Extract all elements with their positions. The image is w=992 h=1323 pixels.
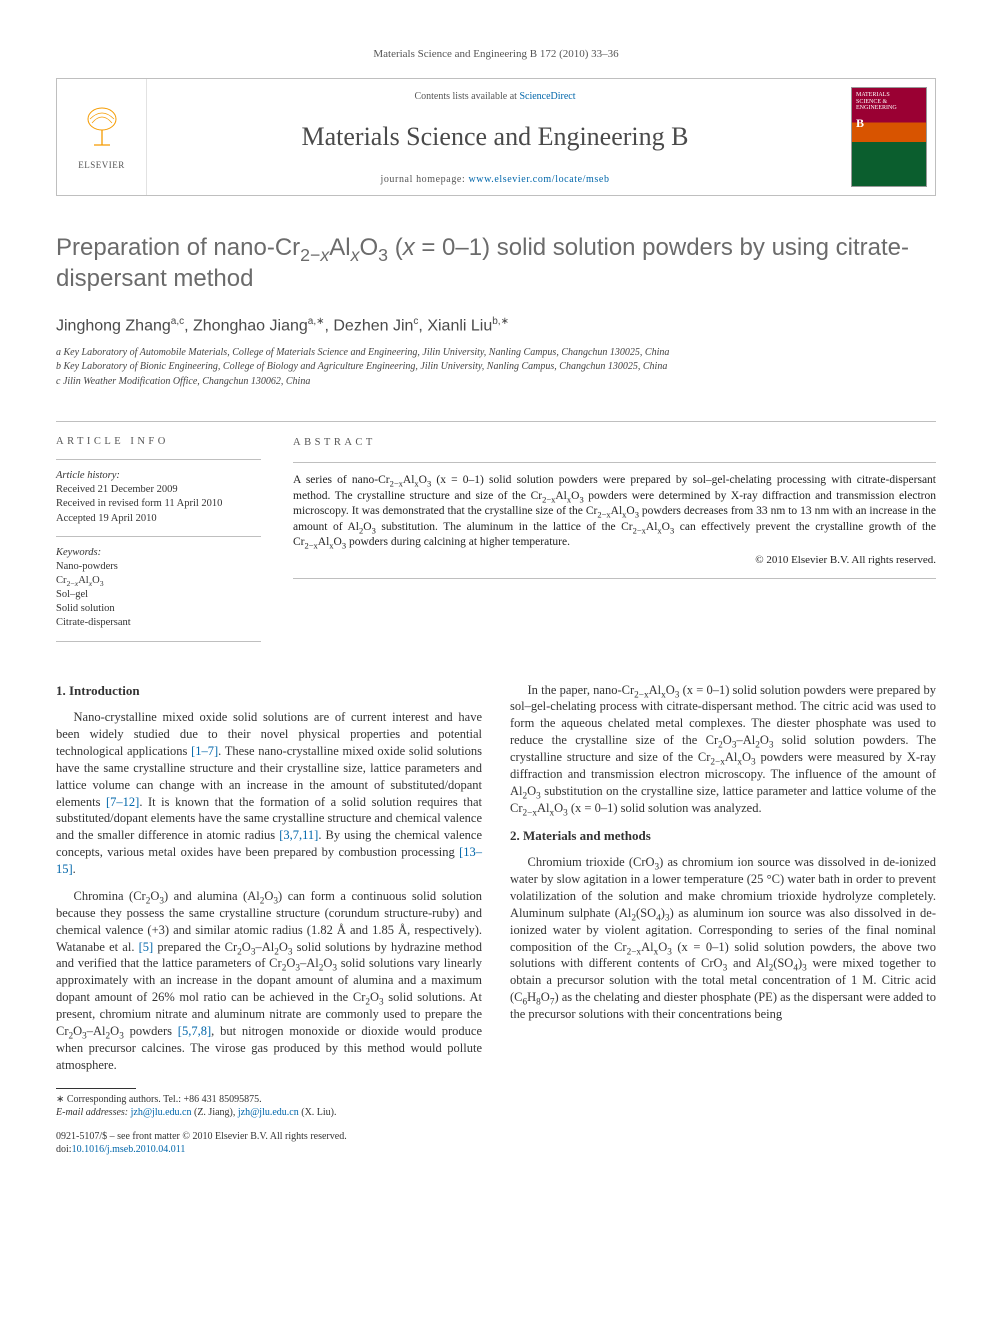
- running-head: Materials Science and Engineering B 172 …: [56, 48, 936, 60]
- journal-masthead: ELSEVIER Contents lists available at Sci…: [56, 78, 936, 196]
- keyword: Nano-powders: [56, 560, 261, 574]
- elsevier-tree-icon: [80, 105, 124, 156]
- masthead-center: Contents lists available at ScienceDirec…: [147, 79, 843, 195]
- body-paragraph: Chromium trioxide (CrO3) as chromium ion…: [510, 854, 936, 1023]
- journal-cover-thumb: [851, 87, 927, 187]
- history-accepted: Accepted 19 April 2010: [56, 512, 261, 526]
- email-label: E-mail addresses:: [56, 1107, 128, 1118]
- author-list: Jinghong Zhanga,c, Zhonghao Jianga,∗, De…: [56, 316, 936, 335]
- keyword: Sol–gel: [56, 588, 261, 602]
- body-two-column: 1. Introduction Nano-crystalline mixed o…: [56, 682, 936, 1157]
- affiliation-a: a Key Laboratory of Automobile Materials…: [56, 346, 936, 361]
- history-revised: Received in revised form 11 April 2010: [56, 497, 261, 511]
- divider: [293, 462, 936, 463]
- body-paragraph: Chromina (Cr2O3) and alumina (Al2O3) can…: [56, 888, 482, 1074]
- abstract-head: ABSTRACT: [293, 436, 936, 450]
- article-title: Preparation of nano-Cr2−xAlxO3 (x = 0–1)…: [56, 232, 936, 294]
- article-info-head: ARTICLE INFO: [56, 436, 261, 447]
- divider: [56, 421, 936, 422]
- email-addresses: jzh@jlu.edu.cn (Z. Jiang), jzh@jlu.edu.c…: [131, 1107, 337, 1118]
- publisher-name: ELSEVIER: [78, 160, 125, 170]
- affiliation-b: b Key Laboratory of Bionic Engineering, …: [56, 360, 936, 375]
- section-2-head: 2. Materials and methods: [510, 827, 936, 845]
- journal-name: Materials Science and Engineering B: [157, 104, 833, 172]
- journal-homepage-link[interactable]: www.elsevier.com/locate/mseb: [468, 174, 609, 185]
- divider: [56, 536, 261, 537]
- keywords-list: Nano-powders Cr2−xAlxO3 Sol–gel Solid so…: [56, 560, 261, 631]
- body-paragraph: In the paper, nano-Cr2−xAlxO3 (x = 0–1) …: [510, 682, 936, 817]
- affiliations: a Key Laboratory of Automobile Materials…: [56, 346, 936, 404]
- keyword: Solid solution: [56, 602, 261, 616]
- doi-prefix: doi:: [56, 1144, 72, 1155]
- divider: [293, 578, 936, 579]
- contents-available-line: Contents lists available at ScienceDirec…: [157, 91, 833, 102]
- body-paragraph: Nano-crystalline mixed oxide solid solut…: [56, 709, 482, 878]
- history-label: Article history:: [56, 470, 261, 481]
- divider: [56, 641, 261, 642]
- sciencedirect-link[interactable]: ScienceDirect: [519, 91, 575, 102]
- homepage-prefix: journal homepage:: [380, 174, 468, 185]
- history-received: Received 21 December 2009: [56, 483, 261, 497]
- footnote-rule: [56, 1088, 136, 1089]
- abstract-column: ABSTRACT A series of nano-Cr2−xAlxO3 (x …: [293, 436, 936, 651]
- bottom-meta: 0921-5107/$ – see front matter © 2010 El…: [56, 1130, 482, 1157]
- page-root: Materials Science and Engineering B 172 …: [0, 0, 992, 1197]
- doi-line: doi:10.1016/j.mseb.2010.04.011: [56, 1143, 482, 1157]
- section-1-head: 1. Introduction: [56, 682, 482, 700]
- publisher-logo-block: ELSEVIER: [57, 79, 147, 195]
- email-line: E-mail addresses: jzh@jlu.edu.cn (Z. Jia…: [56, 1106, 482, 1120]
- keyword: Citrate-dispersant: [56, 616, 261, 630]
- corresponding-author-note: ∗ Corresponding authors. Tel.: +86 431 8…: [56, 1093, 482, 1107]
- doi-link[interactable]: 10.1016/j.mseb.2010.04.011: [72, 1144, 186, 1155]
- journal-homepage-line: journal homepage: www.elsevier.com/locat…: [157, 174, 833, 185]
- journal-cover-block: [843, 79, 935, 195]
- affiliation-c: c Jilin Weather Modification Office, Cha…: [56, 375, 936, 390]
- abstract-text: A series of nano-Cr2−xAlxO3 (x = 0–1) so…: [293, 473, 936, 551]
- info-abstract-row: ARTICLE INFO Article history: Received 2…: [56, 436, 936, 651]
- keyword: Cr2−xAlxO3: [56, 574, 261, 588]
- keywords-label: Keywords:: [56, 547, 261, 558]
- issn-line: 0921-5107/$ – see front matter © 2010 El…: [56, 1130, 482, 1144]
- footnotes: ∗ Corresponding authors. Tel.: +86 431 8…: [56, 1093, 482, 1120]
- history-lines: Received 21 December 2009 Received in re…: [56, 483, 261, 526]
- article-info-column: ARTICLE INFO Article history: Received 2…: [56, 436, 261, 651]
- abstract-copyright: © 2010 Elsevier B.V. All rights reserved…: [293, 553, 936, 568]
- contents-prefix: Contents lists available at: [414, 91, 519, 102]
- divider: [56, 459, 261, 460]
